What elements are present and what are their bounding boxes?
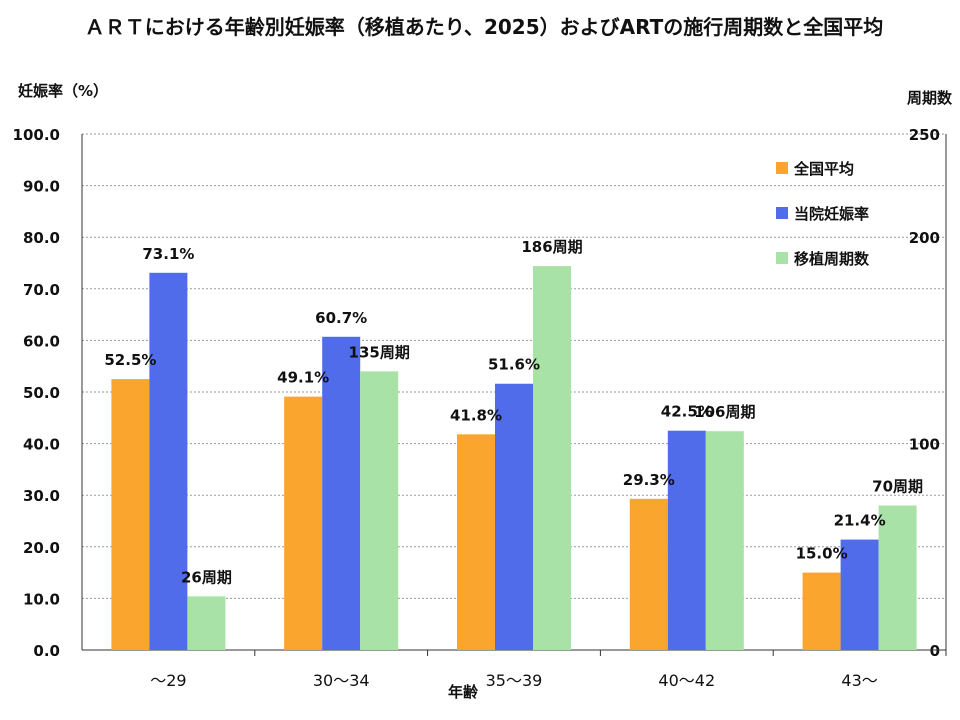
data-label: 73.1% xyxy=(142,245,194,263)
chart-title: ＡＲＴにおける年齢別妊娠率（移植あたり、2025）およびARTの施行周期数と全国… xyxy=(85,15,884,39)
x-tick-label: 40～42 xyxy=(658,671,715,690)
data-label: 42.5% xyxy=(661,403,713,421)
data-labels: 52.5% 73.1% 26周期 49.1% 60.7% 135周期 41.8% 51.6% 1… xyxy=(104,238,923,586)
legend-swatch xyxy=(776,252,788,264)
bar-2 xyxy=(840,539,879,650)
y-axis-title: 妊娠率（%） xyxy=(18,82,108,100)
legend-swatch xyxy=(776,207,788,219)
y-tick-label: 50.0 xyxy=(23,384,60,402)
y-tick-label: 100.0 xyxy=(13,126,60,144)
bar-2 xyxy=(322,336,361,650)
bar-2 xyxy=(495,383,533,650)
y-tick-label: 30.0 xyxy=(23,487,60,505)
bar-3 xyxy=(878,505,917,650)
data-label: 70周期 xyxy=(872,478,923,496)
x-tick-label: 35～39 xyxy=(486,671,543,690)
y-tick-label: 60.0 xyxy=(23,332,60,350)
data-label: 21.4% xyxy=(834,512,886,530)
data-label: 60.7% xyxy=(315,309,367,327)
bar-1 xyxy=(284,396,323,650)
y-tick-label: 90.0 xyxy=(23,178,60,196)
data-label: 41.8% xyxy=(450,406,502,424)
y2-axis-title: 周期数 xyxy=(907,89,953,107)
y-tick-label: 70.0 xyxy=(23,281,60,299)
data-label: 49.1% xyxy=(277,369,329,387)
y-tick-label: 80.0 xyxy=(23,229,60,247)
bar-3 xyxy=(187,596,226,650)
bar-1 xyxy=(457,434,495,650)
x-axis-title: 年齢 xyxy=(448,683,479,701)
data-label: 51.6% xyxy=(488,356,540,374)
bar-1 xyxy=(629,498,668,650)
x-tick-label: ～29 xyxy=(150,671,186,690)
y-tick-label: 0.0 xyxy=(33,642,60,660)
bar-3 xyxy=(705,431,744,650)
bar-3 xyxy=(533,266,571,650)
y2-tick-label: 100 xyxy=(909,436,940,454)
legend-label: 当院妊娠率 xyxy=(794,205,869,223)
bar-2 xyxy=(149,272,188,650)
bar-3 xyxy=(360,371,399,650)
y2-tick-label: 200 xyxy=(909,229,940,247)
data-label: 29.3% xyxy=(623,471,675,489)
bar-1 xyxy=(802,572,841,650)
data-label: 106周期 xyxy=(694,403,755,421)
data-label: 52.5% xyxy=(104,351,156,369)
y-tick-label: 20.0 xyxy=(23,539,60,557)
bar-1 xyxy=(111,379,150,650)
x-tick-label: 30～34 xyxy=(313,671,370,690)
y-tick-label: 10.0 xyxy=(23,590,60,608)
legend-label: 全国平均 xyxy=(793,160,854,178)
data-label: 26周期 xyxy=(181,568,232,586)
bars xyxy=(111,266,917,650)
bar-2 xyxy=(667,430,706,650)
y-tick-label: 40.0 xyxy=(23,436,60,454)
y2-tick-label: 250 xyxy=(909,126,940,144)
legend-label: 移植周期数 xyxy=(794,250,870,268)
data-label: 186周期 xyxy=(521,238,582,256)
legend-swatch xyxy=(776,162,788,174)
data-label: 135周期 xyxy=(349,343,410,361)
data-label: 15.0% xyxy=(796,545,848,563)
x-tick-label: 43～ xyxy=(841,671,877,690)
y2-tick-label: 0 xyxy=(930,642,940,660)
axes: 100.0 90.0 80.0 70.0 60.0 50.0 40.0 30.0 20.0 10.… xyxy=(13,126,947,690)
